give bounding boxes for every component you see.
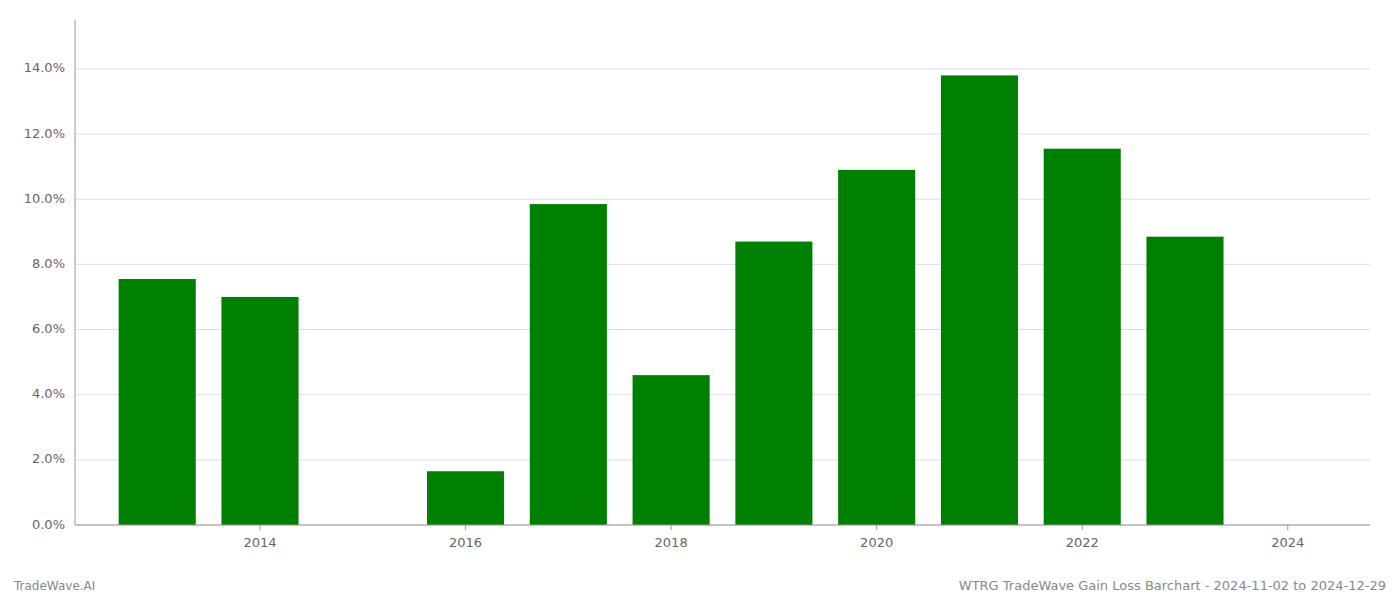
x-tick	[1287, 525, 1288, 530]
bar	[1146, 237, 1223, 525]
grid-line	[75, 68, 1370, 69]
bar	[735, 242, 812, 525]
x-tick	[671, 525, 672, 530]
y-tick-label: 14.0%	[24, 60, 65, 75]
y-tick-label: 12.0%	[24, 126, 65, 141]
bar	[941, 75, 1018, 525]
bar	[1044, 149, 1121, 525]
grid-line	[75, 525, 1370, 526]
y-tick-label: 6.0%	[32, 321, 65, 336]
x-tick-label: 2018	[655, 535, 688, 550]
x-tick	[260, 525, 261, 530]
title: WTRG TradeWave Gain Loss Barchart - 2024…	[959, 578, 1386, 593]
x-tick-label: 2024	[1271, 535, 1304, 550]
footer: TradeWave.AI	[13, 579, 95, 593]
chart-svg: 0.0%2.0%4.0%6.0%8.0%10.0%12.0%14.0%20142…	[0, 0, 1400, 600]
y-tick-label: 0.0%	[32, 517, 65, 532]
bar	[427, 471, 504, 525]
grid-line	[75, 199, 1370, 200]
x-tick-label: 2020	[860, 535, 893, 550]
chart-container: 0.0%2.0%4.0%6.0%8.0%10.0%12.0%14.0%20142…	[0, 0, 1400, 600]
bar	[119, 279, 196, 525]
bar	[838, 170, 915, 525]
bars	[119, 75, 1224, 525]
x-tick-label: 2022	[1066, 535, 1099, 550]
x-tick-label: 2016	[449, 535, 482, 550]
x-tick	[1082, 525, 1083, 530]
x-axis-line	[75, 525, 1370, 526]
bar	[530, 204, 607, 525]
x-ticks: 2014 2016 2018 2020 2022 2024	[243, 525, 1304, 550]
x-tick-label: 2014	[243, 535, 276, 550]
y-tick-label: 4.0%	[32, 386, 65, 401]
y-grid	[75, 69, 1370, 525]
x-tick	[876, 525, 877, 530]
bar	[221, 297, 298, 525]
y-tick-label: 10.0%	[24, 191, 65, 206]
y-tick-labels: 0.0% 2.0% 4.0% 6.0% 8.0% 10.0% 12.0% 14.0%	[24, 60, 65, 531]
x-tick	[465, 525, 466, 530]
bar	[633, 375, 710, 525]
grid-line	[75, 134, 1370, 135]
y-tick-label: 8.0%	[32, 256, 65, 271]
y-axis-line	[75, 20, 76, 525]
y-tick-label: 2.0%	[32, 451, 65, 466]
